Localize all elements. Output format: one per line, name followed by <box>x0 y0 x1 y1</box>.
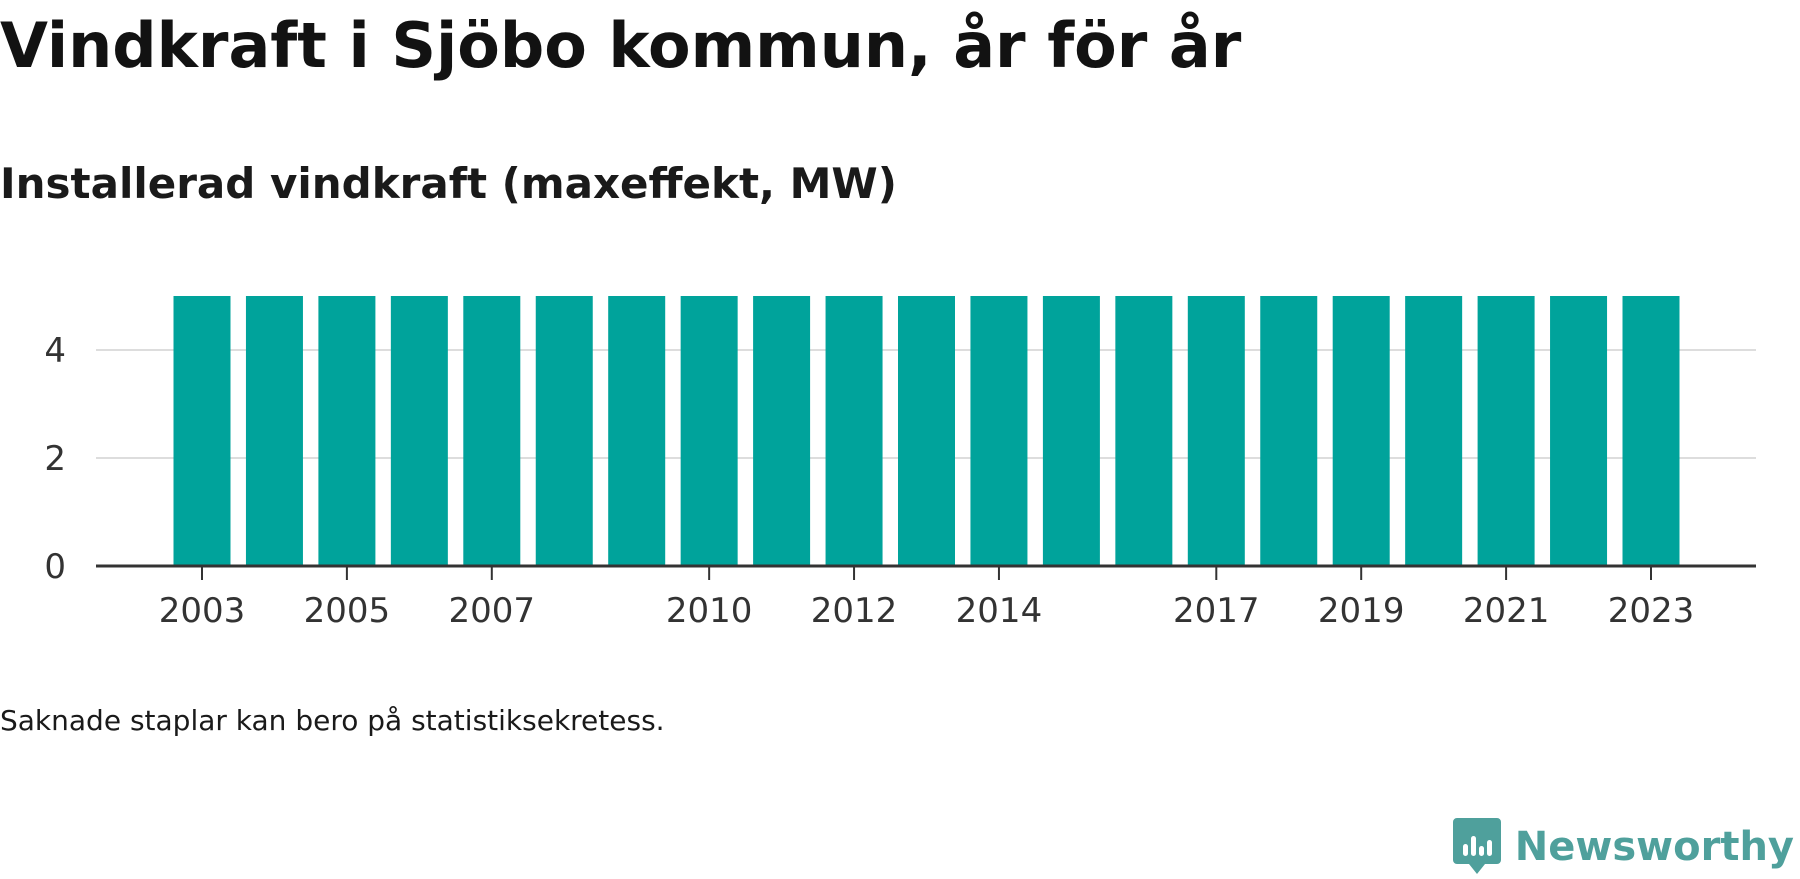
bar-2010 <box>680 296 738 566</box>
bar-2011 <box>753 296 811 566</box>
bar-chart: 0 2 4 2003 2005 2007 2010 2012 2014 2017 2019 2021 2… <box>44 296 1756 631</box>
x-tick-label: 2010 <box>666 591 753 631</box>
y-tick-label: 2 <box>44 439 66 479</box>
bar-2015 <box>1042 296 1100 566</box>
x-tick-label: 2023 <box>1608 591 1695 631</box>
x-tick-label: 2017 <box>1173 591 1260 631</box>
bar-2019 <box>1332 296 1390 566</box>
axes: 0 2 4 2003 2005 2007 2010 2012 2014 2017 2019 2021 2… <box>44 331 1756 631</box>
bar-2016 <box>1115 296 1173 566</box>
x-tick-label: 2012 <box>811 591 898 631</box>
bar-2008 <box>535 296 593 566</box>
brand-name: Newsworthy <box>1514 824 1794 870</box>
bar-2013 <box>898 296 955 566</box>
bars <box>173 296 1680 566</box>
y-tick-label: 0 <box>44 547 66 587</box>
bar-2017 <box>1187 296 1245 566</box>
newsworthy-logo-icon <box>1452 818 1501 874</box>
bar-2007 <box>463 296 521 566</box>
x-tick-label: 2021 <box>1463 591 1550 631</box>
bar-2009 <box>608 296 666 566</box>
chart-title: Vindkraft i Sjöbo kommun, år för år <box>0 9 1242 82</box>
bar-2006 <box>390 296 448 566</box>
bar-2005 <box>318 296 376 566</box>
bar-2014 <box>970 296 1028 566</box>
y-tick-label: 4 <box>44 331 66 371</box>
chart-subtitle: Installerad vindkraft (maxeffekt, MW) <box>0 159 897 208</box>
footnote: Saknade staplar kan bero på statistiksek… <box>0 704 665 737</box>
x-tick-label: 2019 <box>1318 591 1405 631</box>
bar-2020 <box>1405 296 1463 566</box>
bar-2004 <box>245 296 303 566</box>
x-tick-label: 2007 <box>449 591 536 631</box>
bar-2003 <box>173 296 231 566</box>
bar-2023 <box>1622 296 1680 566</box>
x-tick-label: 2005 <box>304 591 391 631</box>
bar-2012 <box>825 296 883 566</box>
bar-2018 <box>1260 296 1318 566</box>
brand-logo[interactable]: Newsworthy <box>1452 817 1794 877</box>
bar-2022 <box>1550 296 1608 566</box>
bar-2021 <box>1477 296 1535 566</box>
x-tick-label: 2003 <box>159 591 246 631</box>
x-tick-label: 2014 <box>956 591 1043 631</box>
